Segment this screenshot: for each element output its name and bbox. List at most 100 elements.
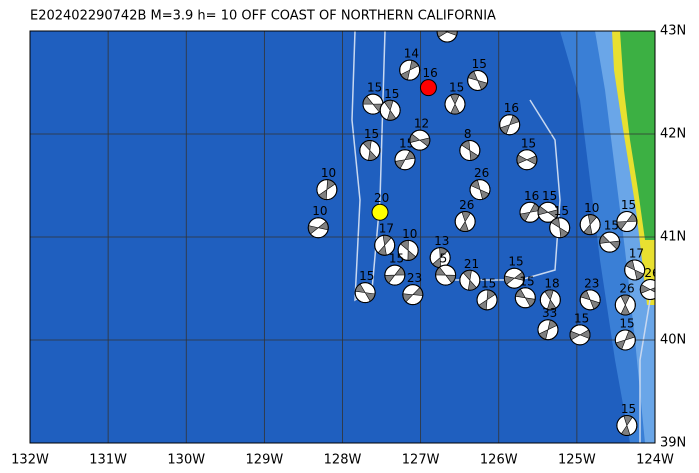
beachball [371,203,389,221]
beachball-outline [435,264,457,286]
focal-mechanism: 14 [399,47,421,81]
focal-mechanism: 15 [616,402,638,436]
beachball-outline [616,414,638,436]
focal-mechanism: 18 [539,276,561,311]
lon-label: 130W [167,453,205,468]
beachball-outline [579,214,601,236]
lon-label: 131W [89,453,127,468]
lat-label: 39N [660,436,686,451]
depth-label: 15 [389,252,404,266]
beachball-outline [537,319,559,341]
depth-label: 15 [554,204,569,218]
focal-mechanism: 8 [459,127,481,161]
focal-mechanism: 5 [435,252,457,286]
depth-label: 8 [464,127,472,141]
focal-mechanism: 26 [454,198,476,233]
depth-label: 13 [434,234,449,248]
depth-label: 10 [402,227,417,241]
beachball-outline [599,231,621,253]
depth-label: 15 [619,317,634,331]
beachball-outline [539,289,561,311]
map-frame [29,30,656,444]
focal-mechanism: 33 [537,306,559,341]
depth-label: 15 [481,276,496,290]
depth-label: 15 [621,402,636,416]
focal-mechanism: 15 [569,311,591,346]
depth-label: 14 [404,47,419,61]
focal-mechanism: 23 [402,271,424,306]
depth-label: 15 [508,255,523,269]
depth-label: 17 [629,246,644,260]
focal-mechanism: 23 [579,276,601,311]
focal-mechanism: 10 [436,31,458,43]
beachball [419,79,437,97]
beachball-outline [569,324,591,346]
beachball-outline [459,139,481,161]
beachball-outline [624,259,646,281]
focal-mechanism: 15 [516,136,538,171]
beachball-outline [499,114,521,136]
beachball-outline [616,211,638,233]
depth-label: 15 [621,198,636,212]
beachball-outline [436,31,458,43]
focal-mechanism: 15 [503,255,525,289]
focal-mechanism: 26 [469,166,491,201]
depth-label: 26 [644,266,659,280]
focal-mechanism: 15 [537,189,559,223]
focal-mechanism: 15 [614,317,636,351]
depth-label: 15 [472,57,487,71]
depth-label: 15 [542,189,557,203]
beachball-outline [354,282,376,304]
focal-mechanism: 10 [307,204,329,239]
focal-mechanism: 15 [379,87,401,121]
depth-label: 10 [321,166,336,180]
depth-label: 16 [422,66,437,80]
beachball-outline [374,234,396,256]
focal-mechanism: 10 [316,166,338,201]
depth-label: 16 [504,101,519,115]
beachball-outline [459,269,481,291]
focal-mechanism: 15 [616,198,638,233]
beachball-outline [579,289,601,311]
focal-mechanism: 17 [374,222,396,256]
lat-label: 43N [660,24,686,39]
depth-label: 10 [312,204,327,218]
focal-mechanism: 26 [639,266,659,301]
beachball-outline [402,284,424,306]
focal-mechanism: 15 [467,57,489,91]
depth-label: 26 [459,198,474,212]
depth-label: 23 [407,271,422,285]
beachball-outline [476,289,498,311]
beachball-outline [537,201,559,223]
beachball-outline [454,211,476,233]
beachball-outline [399,59,421,81]
beachball-outline [444,93,466,115]
beachball-outline [549,217,571,239]
land-green [620,31,655,240]
depth-label: 15 [604,219,619,233]
ridge-line [351,31,386,302]
beachball-outline [514,287,536,309]
depth-label: 33 [542,306,557,320]
lon-label: 129W [246,453,284,468]
beachball-outline [409,129,431,151]
depth-label: 10 [584,201,599,215]
depth-label: 5 [440,252,448,266]
depth-label: 15 [384,87,399,101]
focal-mechanism: 15 [476,276,498,311]
lon-label: 125W [558,453,596,468]
beachball-outline [503,267,525,289]
depth-label: 15 [449,81,464,95]
beachball-outline [467,69,489,91]
beachball-outline [307,217,329,239]
depth-label: 26 [474,166,489,180]
focal-mechanism: 26 [614,281,636,316]
depth-label: 15 [364,127,379,141]
focal-mechanism: 10 [397,227,419,261]
lat-label: 40N [660,333,686,348]
focal-mechanism: 20 [371,191,389,221]
depth-label: 16 [524,189,539,203]
beachball-outline [614,294,636,316]
map-title: E202402290742B M=3.9 h= 10 OFF COAST OF … [30,9,496,24]
